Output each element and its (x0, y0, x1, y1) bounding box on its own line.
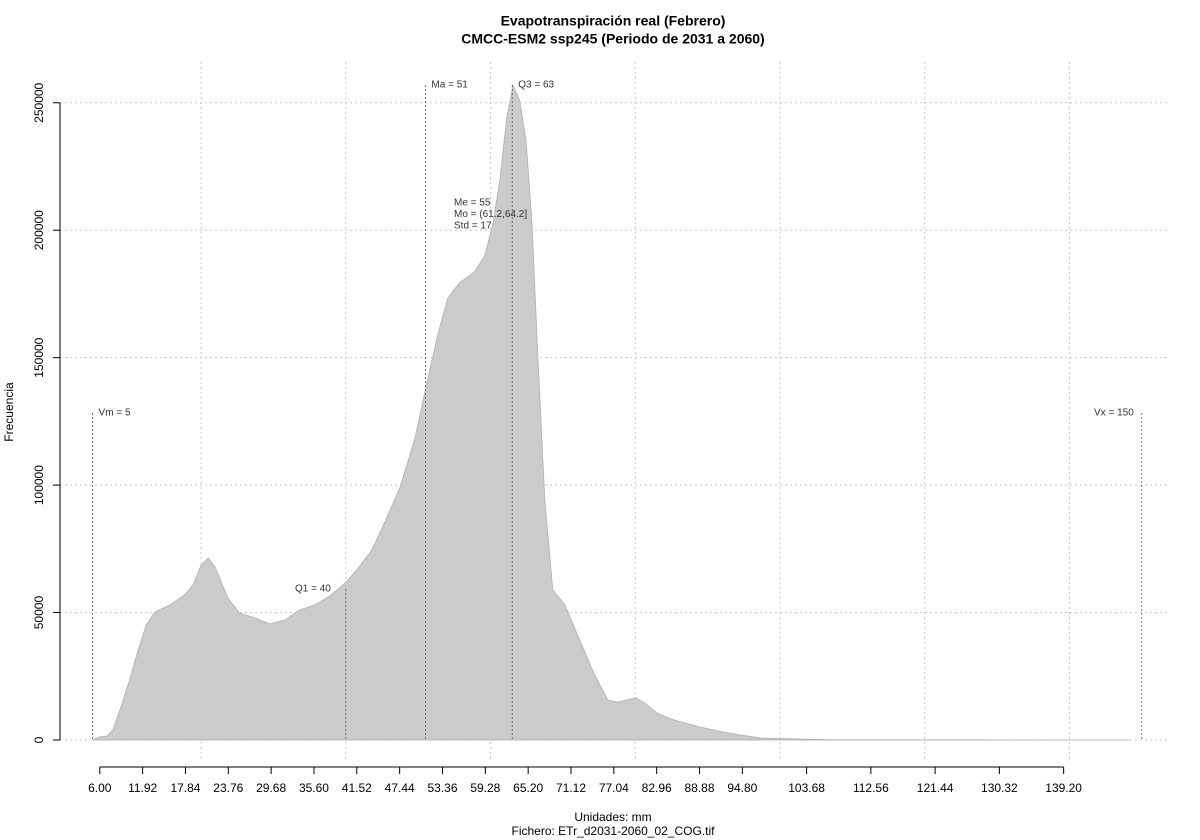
y-tick-label: 150000 (32, 337, 46, 377)
stat-text: Mo = (61.2,64.2] (454, 209, 527, 220)
x-tick-label: 77.04 (599, 781, 629, 795)
y-tick-label: 50000 (32, 596, 46, 630)
x-tick-label: 71.12 (556, 781, 586, 795)
x-tick-label: 139.20 (1045, 781, 1082, 795)
x-tick-label: 11.92 (128, 781, 157, 795)
x-tick-label: 23.76 (213, 781, 243, 795)
x-tick-label: 94.80 (727, 781, 757, 795)
chart-title: Evapotranspiración real (Febrero) (501, 13, 726, 29)
y-tick-label: 0 (32, 736, 46, 743)
y-axis-label: Frecuencia (2, 382, 16, 442)
x-tick-label: 121.44 (917, 781, 954, 795)
y-tick-label: 250000 (32, 82, 46, 122)
x-tick-label: 82.96 (642, 781, 672, 795)
x-tick-label: 130.32 (981, 781, 1018, 795)
x-tick-label: 35.60 (299, 781, 329, 795)
x-tick-label: 47.44 (385, 781, 415, 795)
x-tick-label: 112.56 (853, 781, 889, 795)
x-tick-label: 88.88 (685, 781, 715, 795)
x-tick-label: 6.00 (88, 781, 112, 795)
y-tick-label: 100000 (32, 465, 46, 505)
stat-label: Vx = 150 (1094, 408, 1134, 419)
file-label: Fichero: ETr_d2031-2060_02_COG.tif (512, 824, 716, 838)
x-tick-label: 41.52 (342, 781, 372, 795)
x-tick-label: 17.84 (170, 781, 200, 795)
stat-label: Q1 = 40 (295, 583, 331, 594)
x-tick-label: 59.28 (470, 781, 500, 795)
x-tick-label: 29.68 (256, 781, 286, 795)
x-tick-label: 53.36 (427, 781, 457, 795)
stat-text: Me = 55 (454, 198, 491, 209)
stat-label: Ma = 51 (431, 80, 468, 91)
density-area (92, 84, 1130, 741)
x-tick-label: 103.68 (788, 781, 825, 795)
stat-text: Std = 17 (454, 221, 492, 232)
stat-label: Vm = 5 (99, 408, 131, 419)
stat-label: Q3 = 63 (518, 80, 554, 91)
y-tick-label: 200000 (32, 210, 46, 250)
x-tick-label: 65.20 (513, 781, 543, 795)
chart-subtitle: CMCC-ESM2 ssp245 (Periodo de 2031 a 2060… (461, 31, 764, 47)
x-axis-label: Unidades: mm (574, 810, 651, 824)
